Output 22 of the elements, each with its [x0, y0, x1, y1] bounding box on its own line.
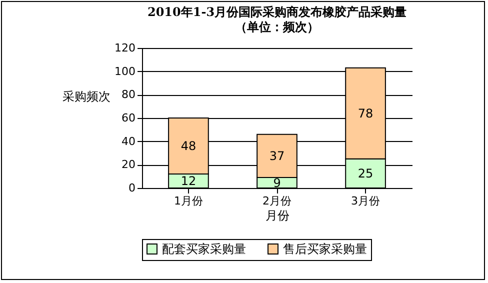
data-label: 12 [180, 174, 196, 188]
y-tick-label: 0 [128, 182, 136, 194]
x-tick-label: 1月份 [174, 194, 203, 208]
legend-label: 售后买家采购量 [283, 242, 367, 256]
legend-label: 配套买家采购量 [162, 242, 246, 256]
x-axis-title: 月份 [266, 208, 290, 222]
y-tick-label: 80 [122, 88, 136, 102]
y-tick-label: 60 [122, 112, 136, 124]
y-tick-label: 20 [122, 158, 136, 172]
chart-subtitle: （单位：频次） [235, 20, 319, 34]
y-axis-title: 采购频次 [62, 90, 110, 104]
data-label: 9 [273, 176, 281, 190]
x-tick-label: 2月份 [262, 194, 292, 208]
y-tick-label: 100 [114, 64, 136, 78]
y-tick-label: 40 [122, 134, 136, 148]
chart-title: 2010年1-3月份国际采购商发布橡胶产品采购量 [147, 5, 407, 19]
y-tick-label: 120 [114, 42, 136, 54]
data-label: 25 [358, 166, 374, 180]
x-tick-label: 3月份 [351, 194, 380, 208]
data-label: 48 [180, 139, 196, 153]
data-label: 78 [358, 106, 374, 120]
data-label: 37 [269, 148, 285, 163]
